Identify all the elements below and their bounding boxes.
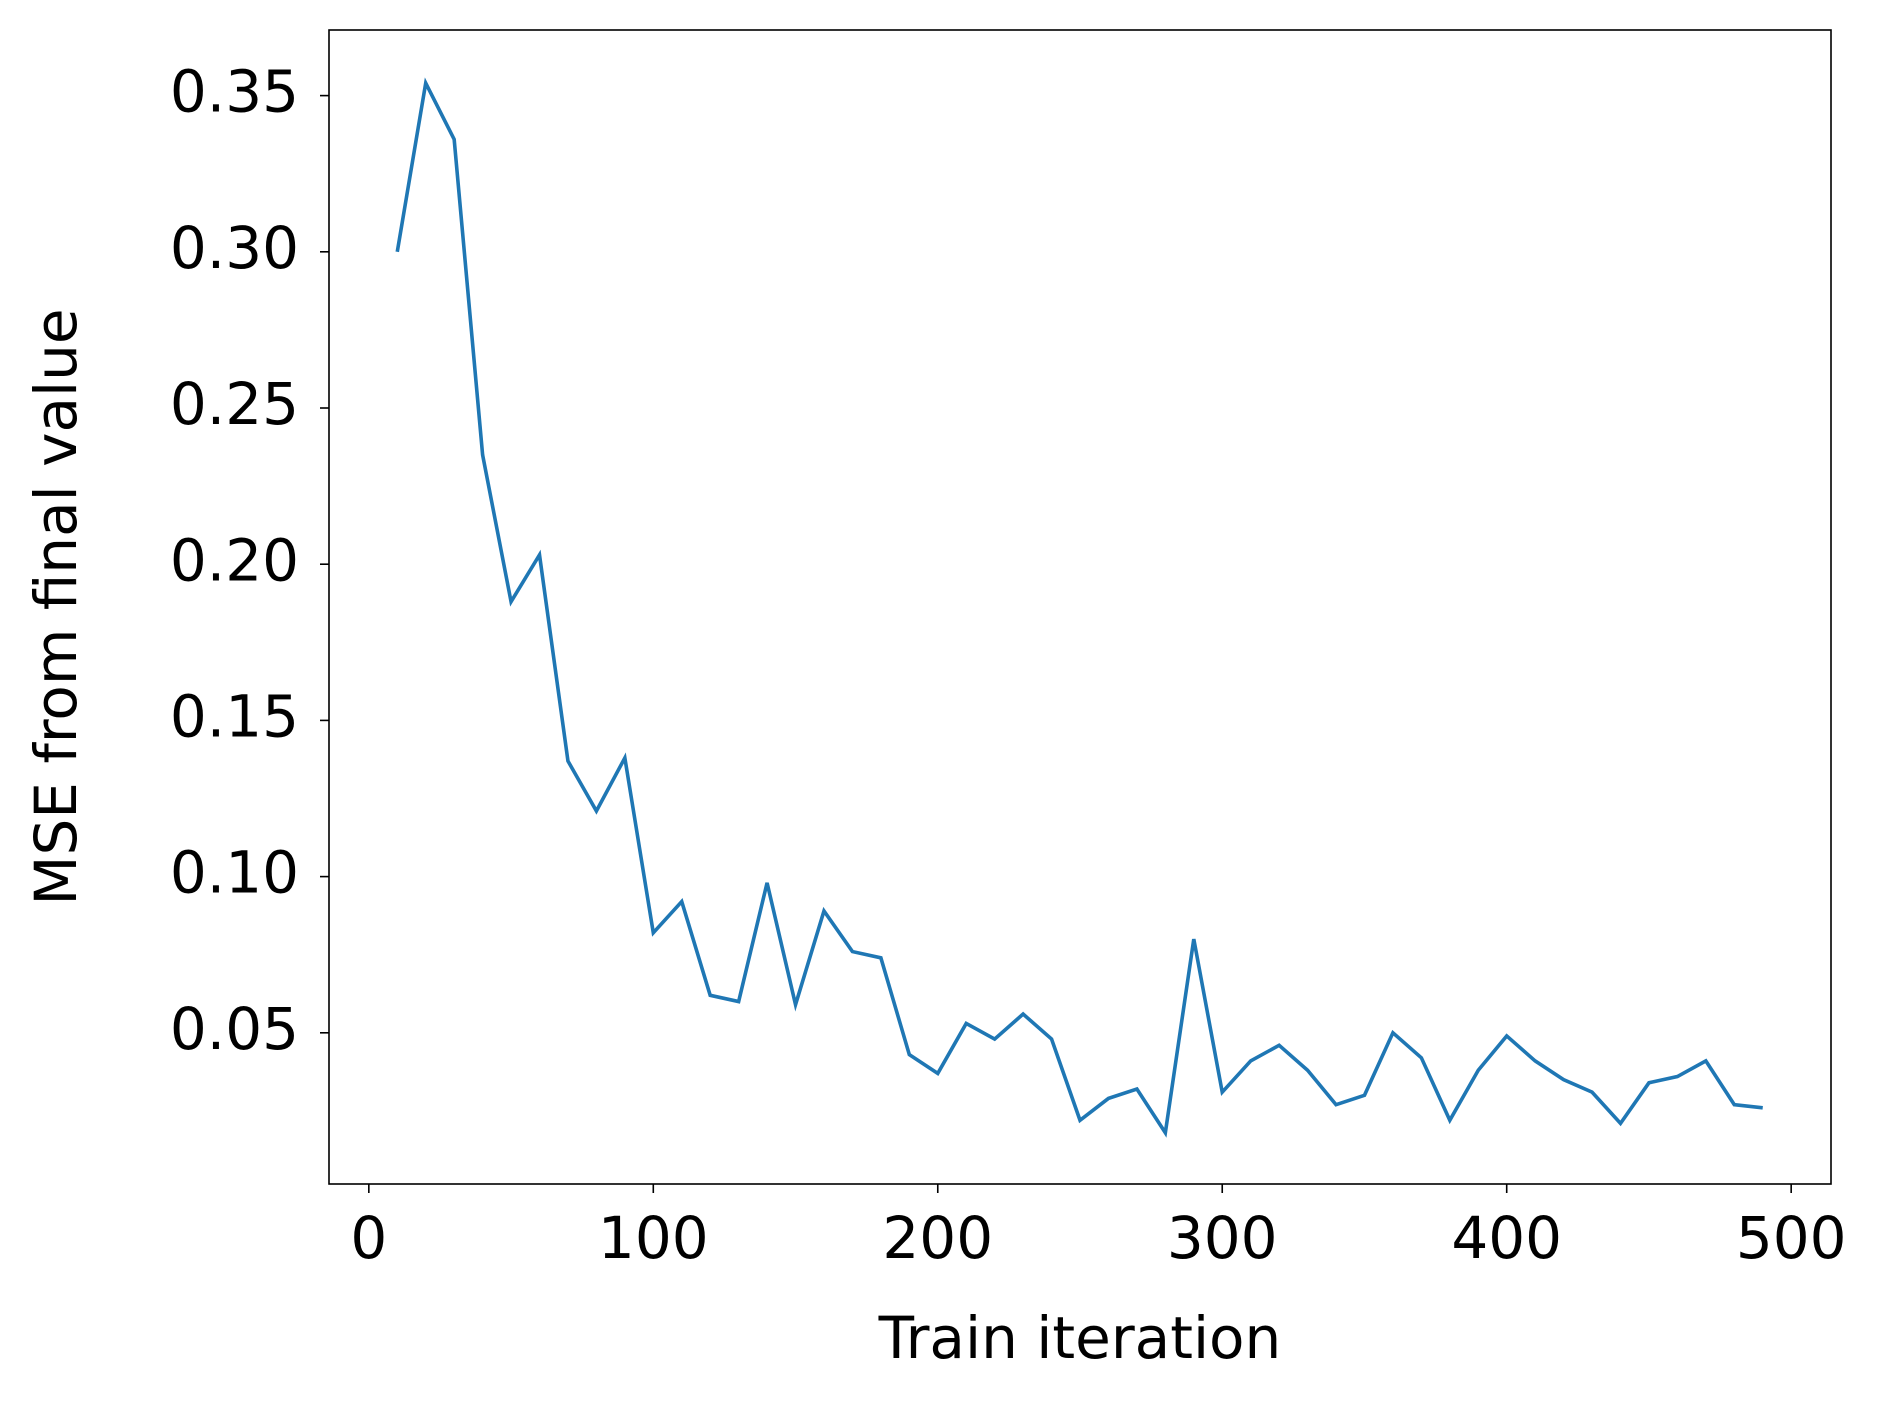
plot-frame xyxy=(328,29,1832,1185)
y-axis-label: MSE from final value xyxy=(22,308,90,905)
x-axis-label: Train iteration xyxy=(878,1304,1282,1372)
y-tick-label: 0.15 xyxy=(170,683,299,751)
line-series xyxy=(395,77,1763,1138)
y-tick-label: 0.35 xyxy=(170,58,299,126)
y-tick-label: 0.05 xyxy=(170,995,299,1063)
y-tick-label: 0.20 xyxy=(170,526,299,594)
y-tick-label: 0.25 xyxy=(170,370,299,438)
y-tick-label: 0.30 xyxy=(170,214,299,282)
x-tick-label: 300 xyxy=(1167,1204,1278,1272)
x-tick-label: 100 xyxy=(598,1204,709,1272)
y-tick-label: 0.10 xyxy=(170,839,299,907)
x-tick-label: 200 xyxy=(882,1204,993,1272)
x-tick-label: 400 xyxy=(1451,1204,1562,1272)
x-tick-label: 0 xyxy=(350,1204,387,1272)
x-tick-label: 500 xyxy=(1736,1204,1847,1272)
